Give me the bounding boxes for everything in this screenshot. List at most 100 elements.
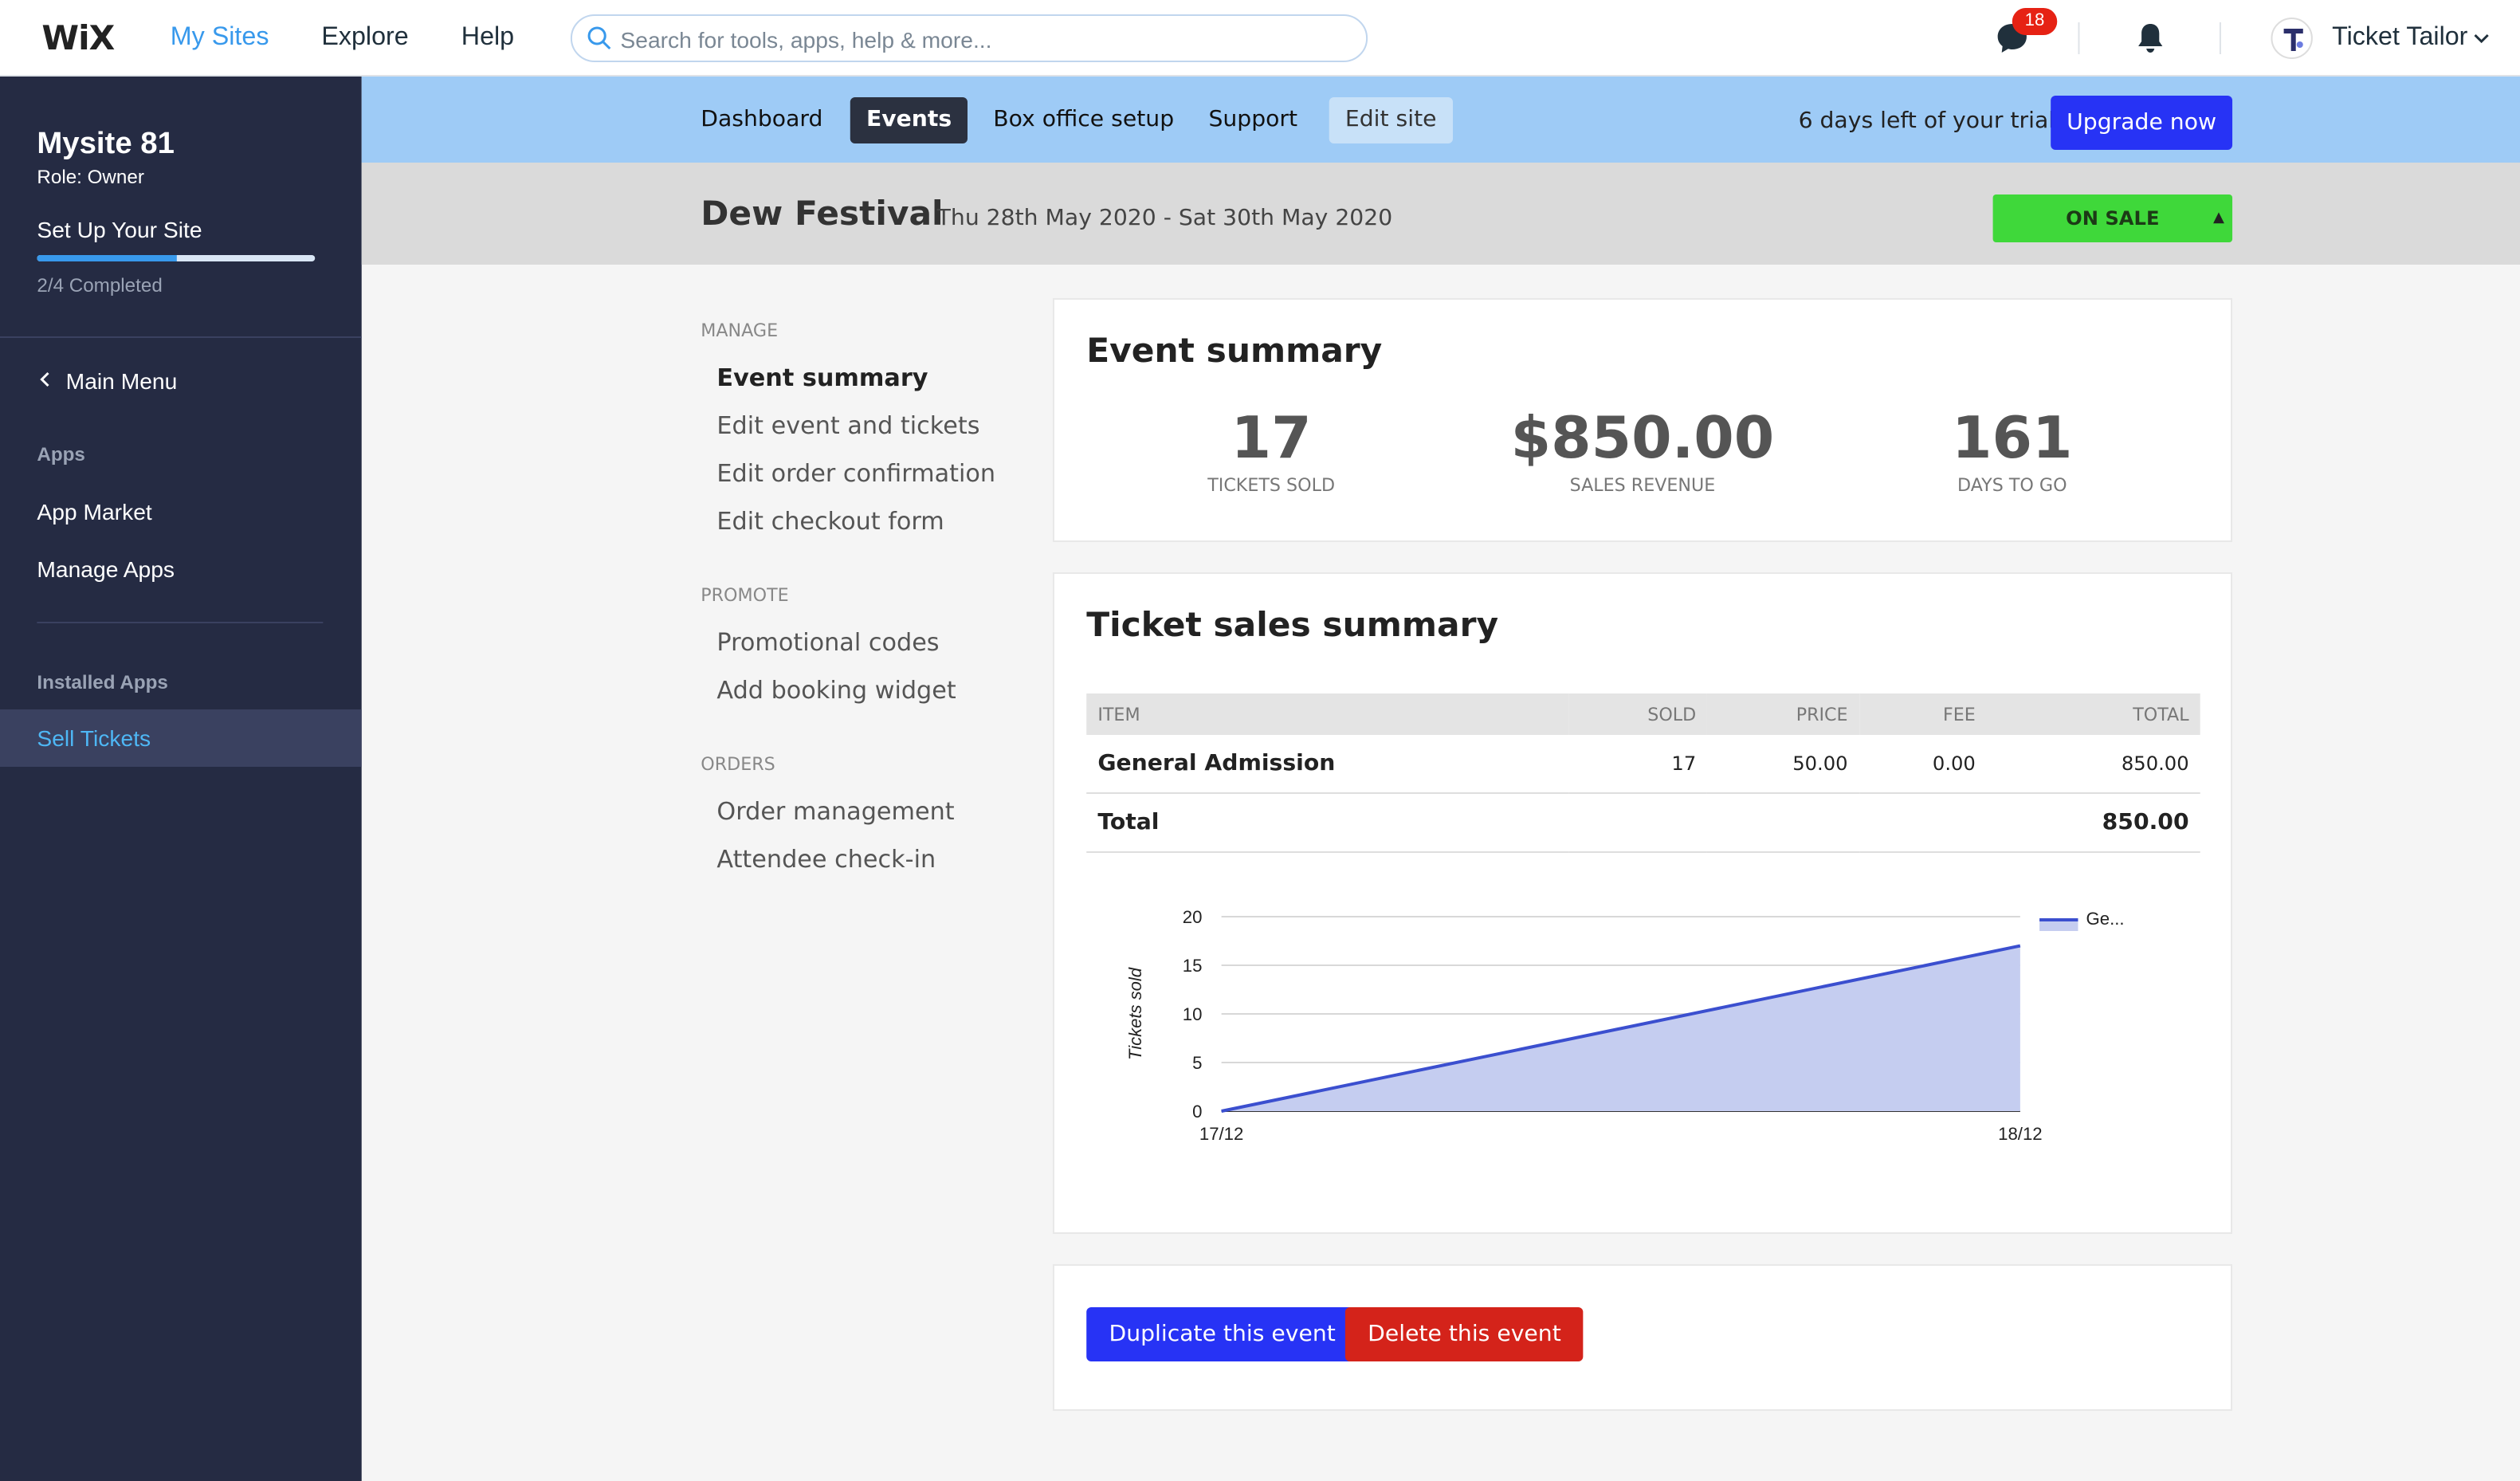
sidebar-item-app-market[interactable]: App Market [37, 499, 152, 524]
stat-label: TICKETS SOLD [1207, 475, 1336, 496]
upgrade-button[interactable]: Upgrade now [2051, 96, 2233, 150]
stat-value: $850.00 [1510, 407, 1775, 472]
site-name: Mysite 81 [37, 128, 175, 161]
menu-section-promote: PROMOTE [701, 585, 789, 606]
stat-label: SALES REVENUE [1569, 475, 1716, 496]
nav-help[interactable]: Help [461, 24, 515, 51]
menu-item-edit-order-confirmation[interactable]: Edit order confirmation [716, 459, 996, 488]
sidebar-item-sell-tickets[interactable]: Sell Tickets [0, 709, 362, 767]
user-name[interactable]: Ticket Tailor [2332, 24, 2468, 51]
series-line [1221, 944, 2021, 1113]
cell-fee: 0.00 [1859, 735, 1987, 793]
bell-icon[interactable] [2133, 21, 2168, 56]
tab-support[interactable]: Support [1208, 107, 1298, 132]
table-header-row: ITEM SOLD PRICE FEE TOTAL [1086, 693, 2200, 735]
divider [0, 336, 362, 338]
menu-item-promotional-codes[interactable]: Promotional codes [716, 628, 940, 657]
divider [37, 622, 324, 623]
table-total-row: Total 850.00 [1086, 792, 2200, 852]
stat-sales-revenue: $850.00 SALES REVENUE [1458, 407, 1827, 496]
nav-my-sites[interactable]: My Sites [170, 24, 269, 51]
empty-cell [1568, 792, 1708, 852]
menu-section-manage: MANAGE [701, 320, 779, 341]
menu-item-event-summary[interactable]: Event summary [716, 363, 928, 392]
stat-days-to-go: 161 DAYS TO GO [1827, 407, 2197, 496]
setup-progress-bar [37, 255, 316, 261]
total-value: 850.00 [1986, 792, 2200, 852]
empty-cell [1707, 792, 1859, 852]
divider [2219, 22, 2221, 54]
sidebar-item-manage-apps[interactable]: Manage Apps [37, 556, 175, 582]
menu-item-attendee-check-in[interactable]: Attendee check-in [716, 845, 936, 874]
wix-logo[interactable]: WiX [41, 19, 115, 57]
chat-badge: 18 [2012, 8, 2058, 35]
search-input[interactable] [620, 24, 1344, 56]
y-tick-label: 15 [1183, 956, 1203, 976]
status-value: ON SALE [2066, 207, 2160, 230]
top-bar: WiX My Sites Explore Help 18 Ticket [0, 0, 2520, 77]
chevron-down-icon[interactable] [2472, 30, 2491, 46]
chevron-left-icon [40, 371, 49, 387]
ticket-tailor-logo-icon [2283, 29, 2303, 51]
stat-value: 161 [1952, 407, 2073, 472]
delete-event-button[interactable]: Delete this event [1344, 1307, 1584, 1361]
menu-item-add-booking-widget[interactable]: Add booking widget [716, 676, 956, 705]
stat-value: 17 [1231, 407, 1312, 472]
y-axis-label: Tickets sold [1125, 967, 1145, 1060]
col-sold: SOLD [1568, 693, 1708, 735]
menu-item-edit-checkout-form[interactable]: Edit checkout form [716, 507, 944, 536]
divider [2078, 22, 2080, 54]
tab-edit-site[interactable]: Edit site [1329, 97, 1453, 143]
col-item: ITEM [1086, 693, 1569, 735]
app-nav: Dashboard Events Box office setup Suppor… [361, 77, 2520, 163]
site-role: Role: Owner [37, 166, 144, 188]
avatar[interactable] [2271, 18, 2313, 59]
col-price: PRICE [1707, 693, 1859, 735]
y-tick-label: 0 [1192, 1102, 1202, 1122]
menu-item-edit-event[interactable]: Edit event and tickets [716, 411, 980, 440]
stat-label: DAYS TO GO [1957, 475, 2067, 496]
chart-legend: Ge... [2039, 909, 2125, 931]
setup-site-link[interactable]: Set Up Your Site [37, 217, 202, 242]
event-title: Dew Festival [701, 194, 944, 233]
event-header: Dew Festival Thu 28th May 2020 - Sat 30t… [361, 163, 2520, 265]
x-tick-label: 17/12 [1199, 1124, 1243, 1144]
nav-explore[interactable]: Explore [321, 24, 409, 51]
menu-item-order-management[interactable]: Order management [716, 797, 955, 826]
actions-card: Duplicate this event Delete this event [1052, 1264, 2233, 1411]
cell-sold: 17 [1568, 735, 1708, 793]
y-tick-label: 10 [1183, 1004, 1203, 1024]
cell-price: 50.00 [1707, 735, 1859, 793]
legend-label: Ge... [2086, 909, 2125, 929]
installed-apps-label: Installed Apps [37, 671, 168, 693]
series-area [1221, 945, 2020, 1111]
stat-tickets-sold: 17 TICKETS SOLD [1086, 407, 1456, 496]
tab-events[interactable]: Events [850, 97, 968, 143]
cell-item: General Admission [1086, 735, 1569, 793]
ticket-sales-title: Ticket sales summary [1086, 606, 1499, 644]
y-tick-label: 20 [1183, 907, 1203, 927]
col-fee: FEE [1859, 693, 1987, 735]
main-menu-link[interactable]: Main Menu [37, 368, 177, 394]
event-summary-title: Event summary [1086, 332, 1383, 370]
x-tick-label: 18/12 [1998, 1124, 2042, 1144]
event-summary-card: Event summary 17 TICKETS SOLD $850.00 SA… [1052, 298, 2233, 542]
empty-cell [1859, 792, 1987, 852]
table-row: General Admission 17 50.00 0.00 850.00 [1086, 735, 2200, 793]
sales-table: ITEM SOLD PRICE FEE TOTAL General Admiss… [1086, 693, 2200, 852]
tab-dashboard[interactable]: Dashboard [701, 107, 823, 132]
tickets-sold-chart: 0 5 10 15 20 17/12 18/12 Tickets sold Ge... [1125, 907, 2125, 1144]
col-total: TOTAL [1986, 693, 2200, 735]
sidebar: Mysite 81 Role: Owner Set Up Your Site 2… [0, 77, 362, 1481]
total-label: Total [1086, 792, 1569, 852]
cell-total: 850.00 [1986, 735, 2200, 793]
main-menu-label: Main Menu [65, 368, 178, 394]
progress-text: 2/4 Completed [37, 274, 163, 297]
duplicate-event-button[interactable]: Duplicate this event [1086, 1307, 1359, 1361]
legend-swatch [2039, 920, 2078, 931]
tab-box-office-setup[interactable]: Box office setup [993, 107, 1175, 132]
trial-text: 6 days left of your trial. [1798, 108, 2063, 134]
status-select[interactable]: ON SALE ▲ [1992, 194, 2233, 242]
search-icon [587, 26, 611, 50]
sidebar-item-label: Sell Tickets [37, 725, 151, 751]
